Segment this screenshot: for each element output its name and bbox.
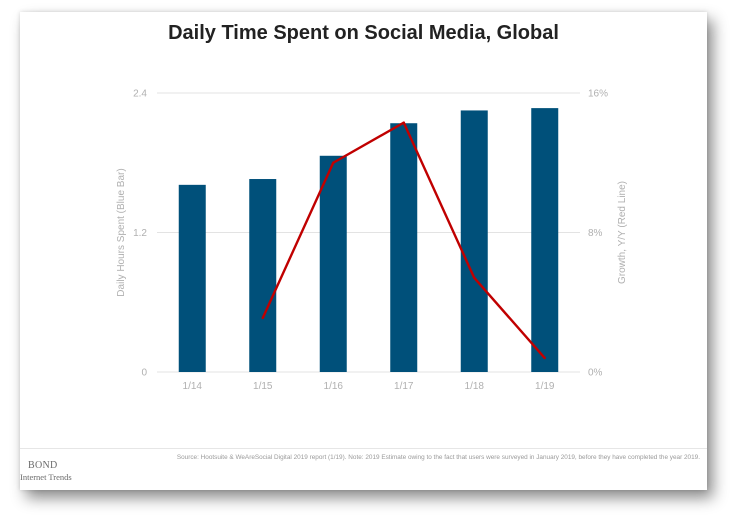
x-tick-label: 1/15	[253, 381, 273, 392]
bar	[249, 179, 277, 372]
chart-title: Daily Time Spent on Social Media, Global	[168, 22, 559, 44]
y-axis-title-left: Daily Hours Spent (Blue Bar)	[116, 168, 127, 296]
x-tick-label: 1/17	[394, 381, 414, 392]
x-tick-label: 1/19	[535, 381, 555, 392]
bar	[531, 108, 559, 373]
brand-logo-line2: Internet Trends	[20, 472, 72, 482]
growth-point	[473, 276, 476, 280]
x-tick-label: 1/18	[465, 381, 485, 392]
bar	[390, 123, 418, 372]
brand-logo-line1: BOND	[28, 460, 58, 471]
y-tick-label-left: 0	[141, 368, 147, 379]
source-note: Source: Hootsuite & WeAreSocial Digital …	[176, 454, 700, 461]
x-tick-label: 1/14	[183, 381, 203, 392]
growth-point	[332, 161, 335, 164]
growth-point	[543, 356, 546, 360]
bar	[460, 110, 488, 372]
growth-point	[261, 316, 264, 320]
bar	[178, 184, 206, 372]
y-tick-label-left: 2.4	[133, 89, 147, 100]
x-tick-label: 1/16	[324, 381, 344, 392]
y-axis-title-right: Growth, Y/Y (Red Line)	[617, 181, 628, 284]
y-tick-label-right: 0%	[588, 368, 603, 379]
chart: 0 0% 1.2 8% 2.4 16% Daily Hours Spent (Blue Ba…	[116, 89, 628, 393]
bar	[319, 155, 347, 372]
y-tick-label-right: 16%	[588, 89, 608, 100]
y-tick-label-left: 1.2	[133, 228, 147, 239]
slide: Daily Time Spent on Social Media, Global…	[20, 12, 707, 490]
y-tick-label-right: 8%	[588, 228, 603, 239]
growth-point	[402, 121, 405, 124]
footer-divider	[20, 448, 707, 449]
